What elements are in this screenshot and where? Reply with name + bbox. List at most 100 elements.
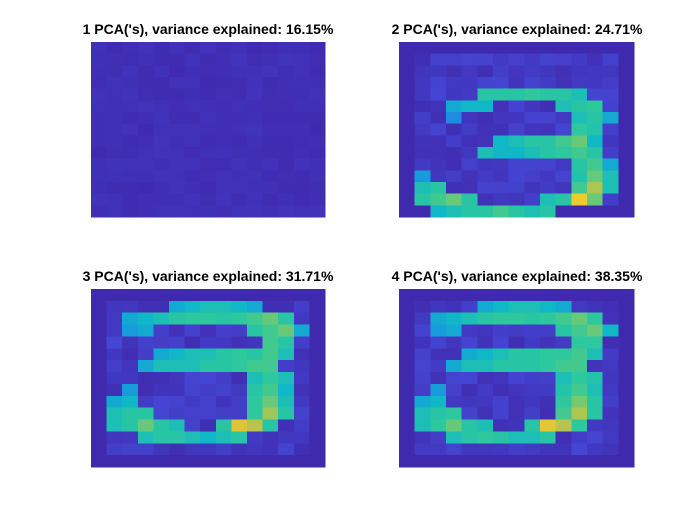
heatmap-cell — [137, 336, 154, 349]
heatmap-cell — [414, 182, 431, 195]
heatmap-cell — [477, 407, 494, 421]
heatmap-cell — [571, 407, 588, 421]
heatmap-cell — [231, 455, 248, 468]
heatmap-cell — [231, 431, 248, 444]
heatmap-cell — [524, 147, 541, 160]
heatmap-cell — [571, 443, 588, 456]
heatmap-cell — [524, 407, 541, 421]
heatmap-cell — [493, 336, 510, 349]
heatmap-cell — [122, 53, 139, 66]
heatmap-cell — [555, 455, 572, 468]
heatmap-cell — [446, 312, 463, 326]
heatmap-cell — [493, 300, 510, 314]
heatmap-cell — [91, 289, 108, 302]
heatmap-cell — [508, 42, 525, 55]
heatmap-cell — [309, 312, 326, 326]
heatmap-cell — [200, 158, 217, 171]
heatmap-cell — [430, 112, 447, 125]
heatmap-cell — [493, 312, 510, 326]
heatmap-cell — [278, 182, 295, 195]
heatmap-cell — [618, 336, 635, 349]
heatmap-cell — [587, 147, 604, 160]
heatmap-cell — [184, 193, 201, 206]
heatmap-cell — [508, 300, 525, 314]
heatmap-cell — [137, 100, 154, 113]
heatmap-cell — [106, 289, 123, 302]
heatmap-cell — [262, 205, 279, 218]
heatmap-cell — [169, 336, 186, 349]
heatmap-cell — [540, 455, 557, 468]
heatmap-cell — [555, 135, 572, 148]
heatmap-cell — [137, 65, 154, 78]
heatmap-cell — [278, 158, 295, 171]
heatmap-cell — [618, 65, 635, 78]
heatmap-cell — [461, 65, 478, 78]
heatmap-cell — [91, 419, 108, 432]
heatmap-cell — [184, 383, 201, 397]
heatmap-cell — [122, 193, 139, 206]
heatmap-cell — [247, 147, 264, 160]
heatmap-cell — [461, 123, 478, 136]
heatmap-cell — [571, 455, 588, 468]
heatmap-cell — [247, 65, 264, 78]
heatmap-cell — [493, 42, 510, 55]
heatmap-cell — [399, 42, 416, 55]
heatmap-cell — [587, 431, 604, 444]
heatmap-cell — [137, 407, 154, 421]
heatmap-cell — [602, 77, 619, 90]
heatmap-cell — [618, 395, 635, 409]
heatmap-cell — [571, 100, 588, 113]
heatmap-cell — [555, 300, 572, 314]
heatmap-cell — [153, 383, 170, 397]
heatmap-cell — [169, 77, 186, 90]
heatmap-cell — [602, 419, 619, 432]
heatmap-cell — [153, 407, 170, 421]
heatmap-cell — [571, 312, 588, 326]
heatmap-cell — [555, 383, 572, 397]
heatmap-cell — [414, 383, 431, 397]
heatmap-cell — [540, 123, 557, 136]
heatmap-cell — [399, 182, 416, 195]
heatmap-cell — [200, 312, 217, 326]
heatmap-cell — [231, 383, 248, 397]
heatmap-cell — [184, 65, 201, 78]
heatmap-cell — [618, 324, 635, 338]
heatmap-cell — [91, 170, 108, 183]
heatmap-cell — [555, 42, 572, 55]
heatmap-cell — [184, 158, 201, 171]
subplot-1-title: 1 PCA('s), variance explained: 16.15% — [83, 21, 334, 37]
heatmap-cell — [414, 395, 431, 409]
heatmap-cell — [587, 300, 604, 314]
heatmap-cell — [446, 135, 463, 148]
heatmap-cell — [184, 147, 201, 160]
heatmap-cell — [399, 135, 416, 148]
heatmap-cell — [231, 182, 248, 195]
heatmap-cell — [91, 372, 108, 385]
heatmap-cell — [399, 336, 416, 349]
heatmap-cell — [571, 77, 588, 90]
heatmap-cell — [571, 395, 588, 409]
heatmap-cell — [293, 336, 310, 349]
heatmap-cell — [493, 348, 510, 361]
heatmap-cell — [399, 455, 416, 468]
heatmap-cell — [571, 336, 588, 349]
subplot-3-title: 3 PCA('s), variance explained: 31.71% — [83, 268, 334, 284]
heatmap-cell — [461, 193, 478, 206]
heatmap-cell — [91, 455, 108, 468]
heatmap-cell — [122, 158, 139, 171]
heatmap-cell — [555, 182, 572, 195]
heatmap-cell — [508, 443, 525, 456]
heatmap-cell — [461, 383, 478, 397]
heatmap-cell — [278, 419, 295, 432]
heatmap-cell — [122, 443, 139, 456]
heatmap-cell — [587, 312, 604, 326]
subplot-1: 1 PCA('s), variance explained: 16.15% — [83, 21, 334, 218]
heatmap-cell — [477, 443, 494, 456]
heatmap-cell — [602, 443, 619, 456]
heatmap-cell — [309, 455, 326, 468]
heatmap-cell — [91, 123, 108, 136]
heatmap-cell — [169, 383, 186, 397]
heatmap-cell — [493, 395, 510, 409]
heatmap-cell — [122, 419, 139, 432]
subplot-2-title: 2 PCA('s), variance explained: 24.71% — [392, 21, 643, 37]
